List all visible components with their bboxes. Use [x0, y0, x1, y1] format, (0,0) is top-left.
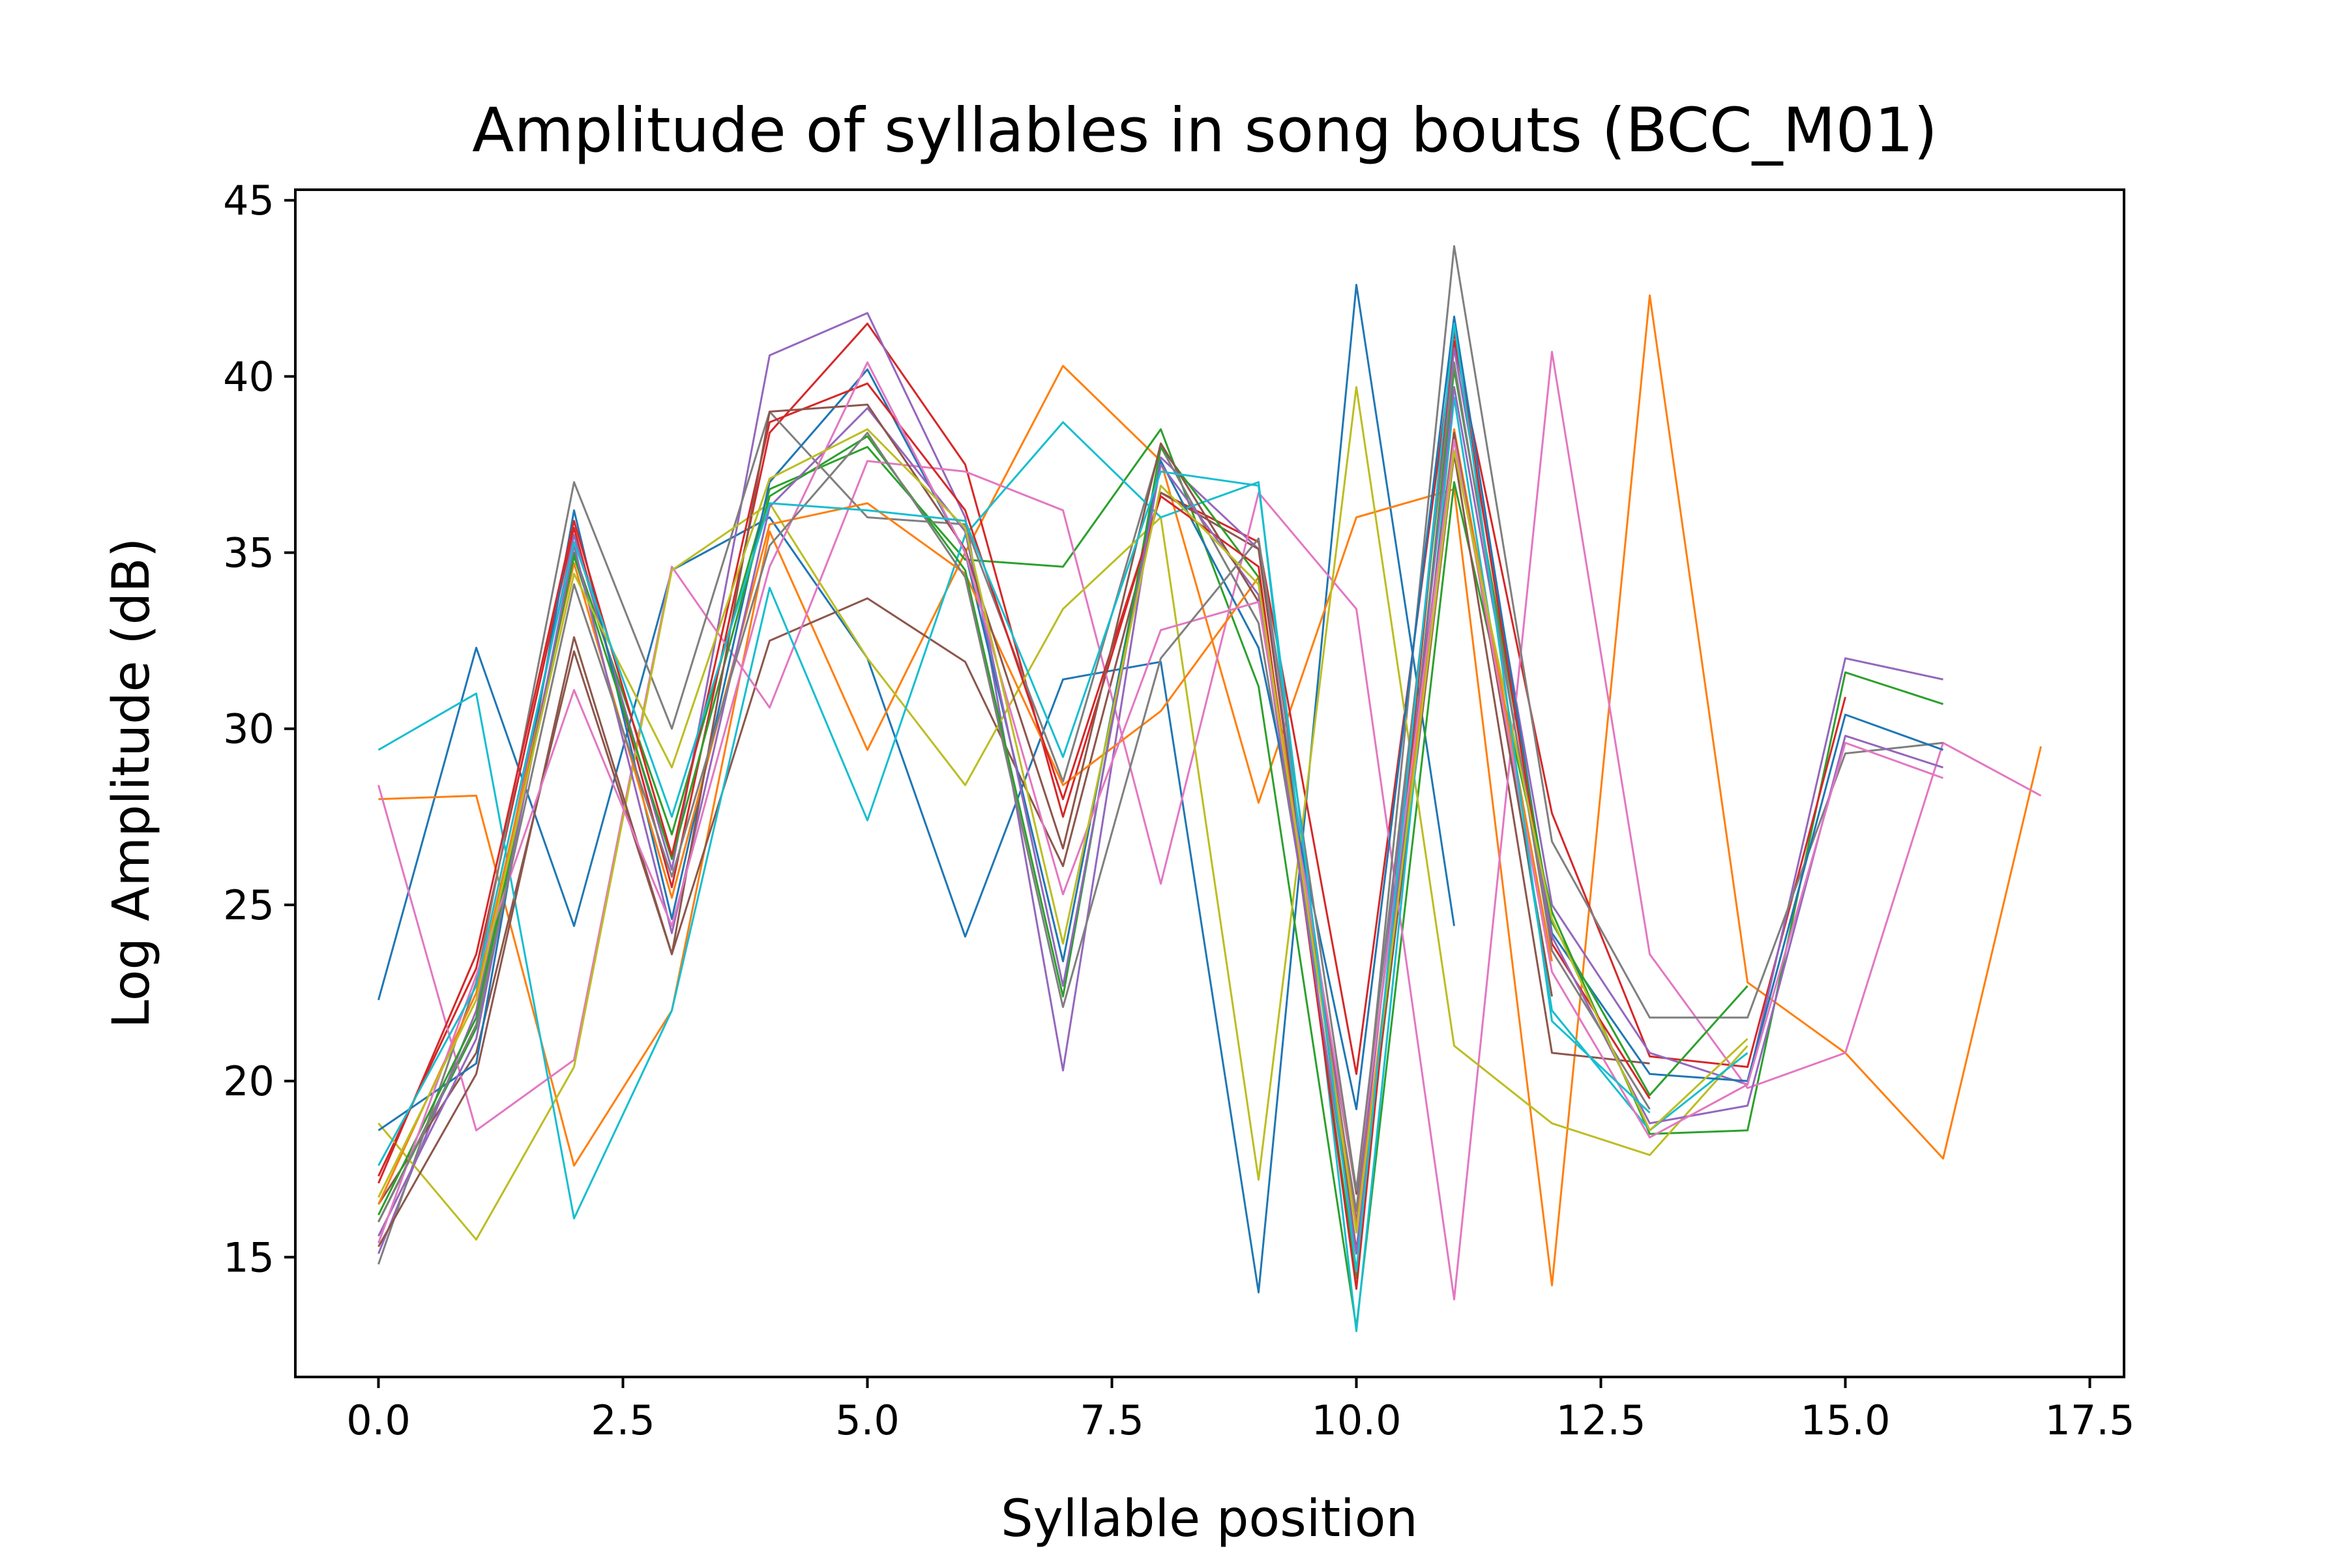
series-line-1	[377, 284, 1455, 1294]
x-tick-label: 7.5	[1080, 1397, 1144, 1444]
y-tick-label: 25	[223, 881, 274, 929]
series-line-18	[377, 361, 1651, 1222]
y-tick-label: 35	[223, 529, 274, 577]
series-line-16	[377, 404, 1553, 1247]
x-axis: 0.0 2.5 5.0 7.5 10.0 12.5 15.0 17.5	[346, 1377, 2135, 1444]
y-axis-label: Log Amplitude (dB)	[102, 538, 161, 1029]
y-axis: 15 20 25 30 35 40 45	[223, 177, 295, 1281]
y-tick-label: 45	[223, 177, 274, 224]
x-tick-label: 0.0	[346, 1397, 411, 1444]
series-line-17	[377, 361, 1944, 1244]
x-tick-label: 10.0	[1311, 1397, 1401, 1444]
series-line-20	[377, 322, 1651, 1273]
chart-title: Amplitude of syllables in song bouts (BC…	[472, 95, 1938, 166]
plot-frame	[294, 188, 2125, 1378]
y-tick-label: 20	[223, 1058, 274, 1105]
x-tick-label: 2.5	[591, 1397, 655, 1444]
y-tick-label: 15	[223, 1234, 274, 1281]
series-line-15	[377, 386, 1943, 1255]
x-axis-label: Syllable position	[1001, 1490, 1418, 1548]
series-line-9	[377, 386, 1749, 1241]
y-tick-label: 40	[223, 353, 274, 400]
x-tick-label: 12.5	[1556, 1397, 1646, 1444]
x-tick-label: 17.5	[2044, 1397, 2134, 1444]
series-line-19	[377, 428, 1749, 1234]
series-line-2	[378, 294, 2042, 1286]
y-tick-label: 30	[223, 705, 274, 753]
x-tick-label: 5.0	[835, 1397, 900, 1444]
series-line-11	[377, 316, 1944, 1132]
series-layer	[377, 245, 2042, 1333]
x-tick-label: 15.0	[1800, 1397, 1890, 1444]
